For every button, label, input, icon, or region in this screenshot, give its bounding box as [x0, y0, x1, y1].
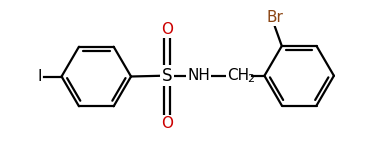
Text: I: I: [37, 69, 42, 84]
Text: Br: Br: [267, 10, 284, 25]
Text: 2: 2: [247, 74, 254, 84]
Text: NH: NH: [187, 68, 210, 83]
Text: CH: CH: [226, 68, 249, 83]
Text: O: O: [161, 22, 173, 37]
Text: O: O: [161, 116, 173, 131]
Text: S: S: [162, 67, 172, 85]
